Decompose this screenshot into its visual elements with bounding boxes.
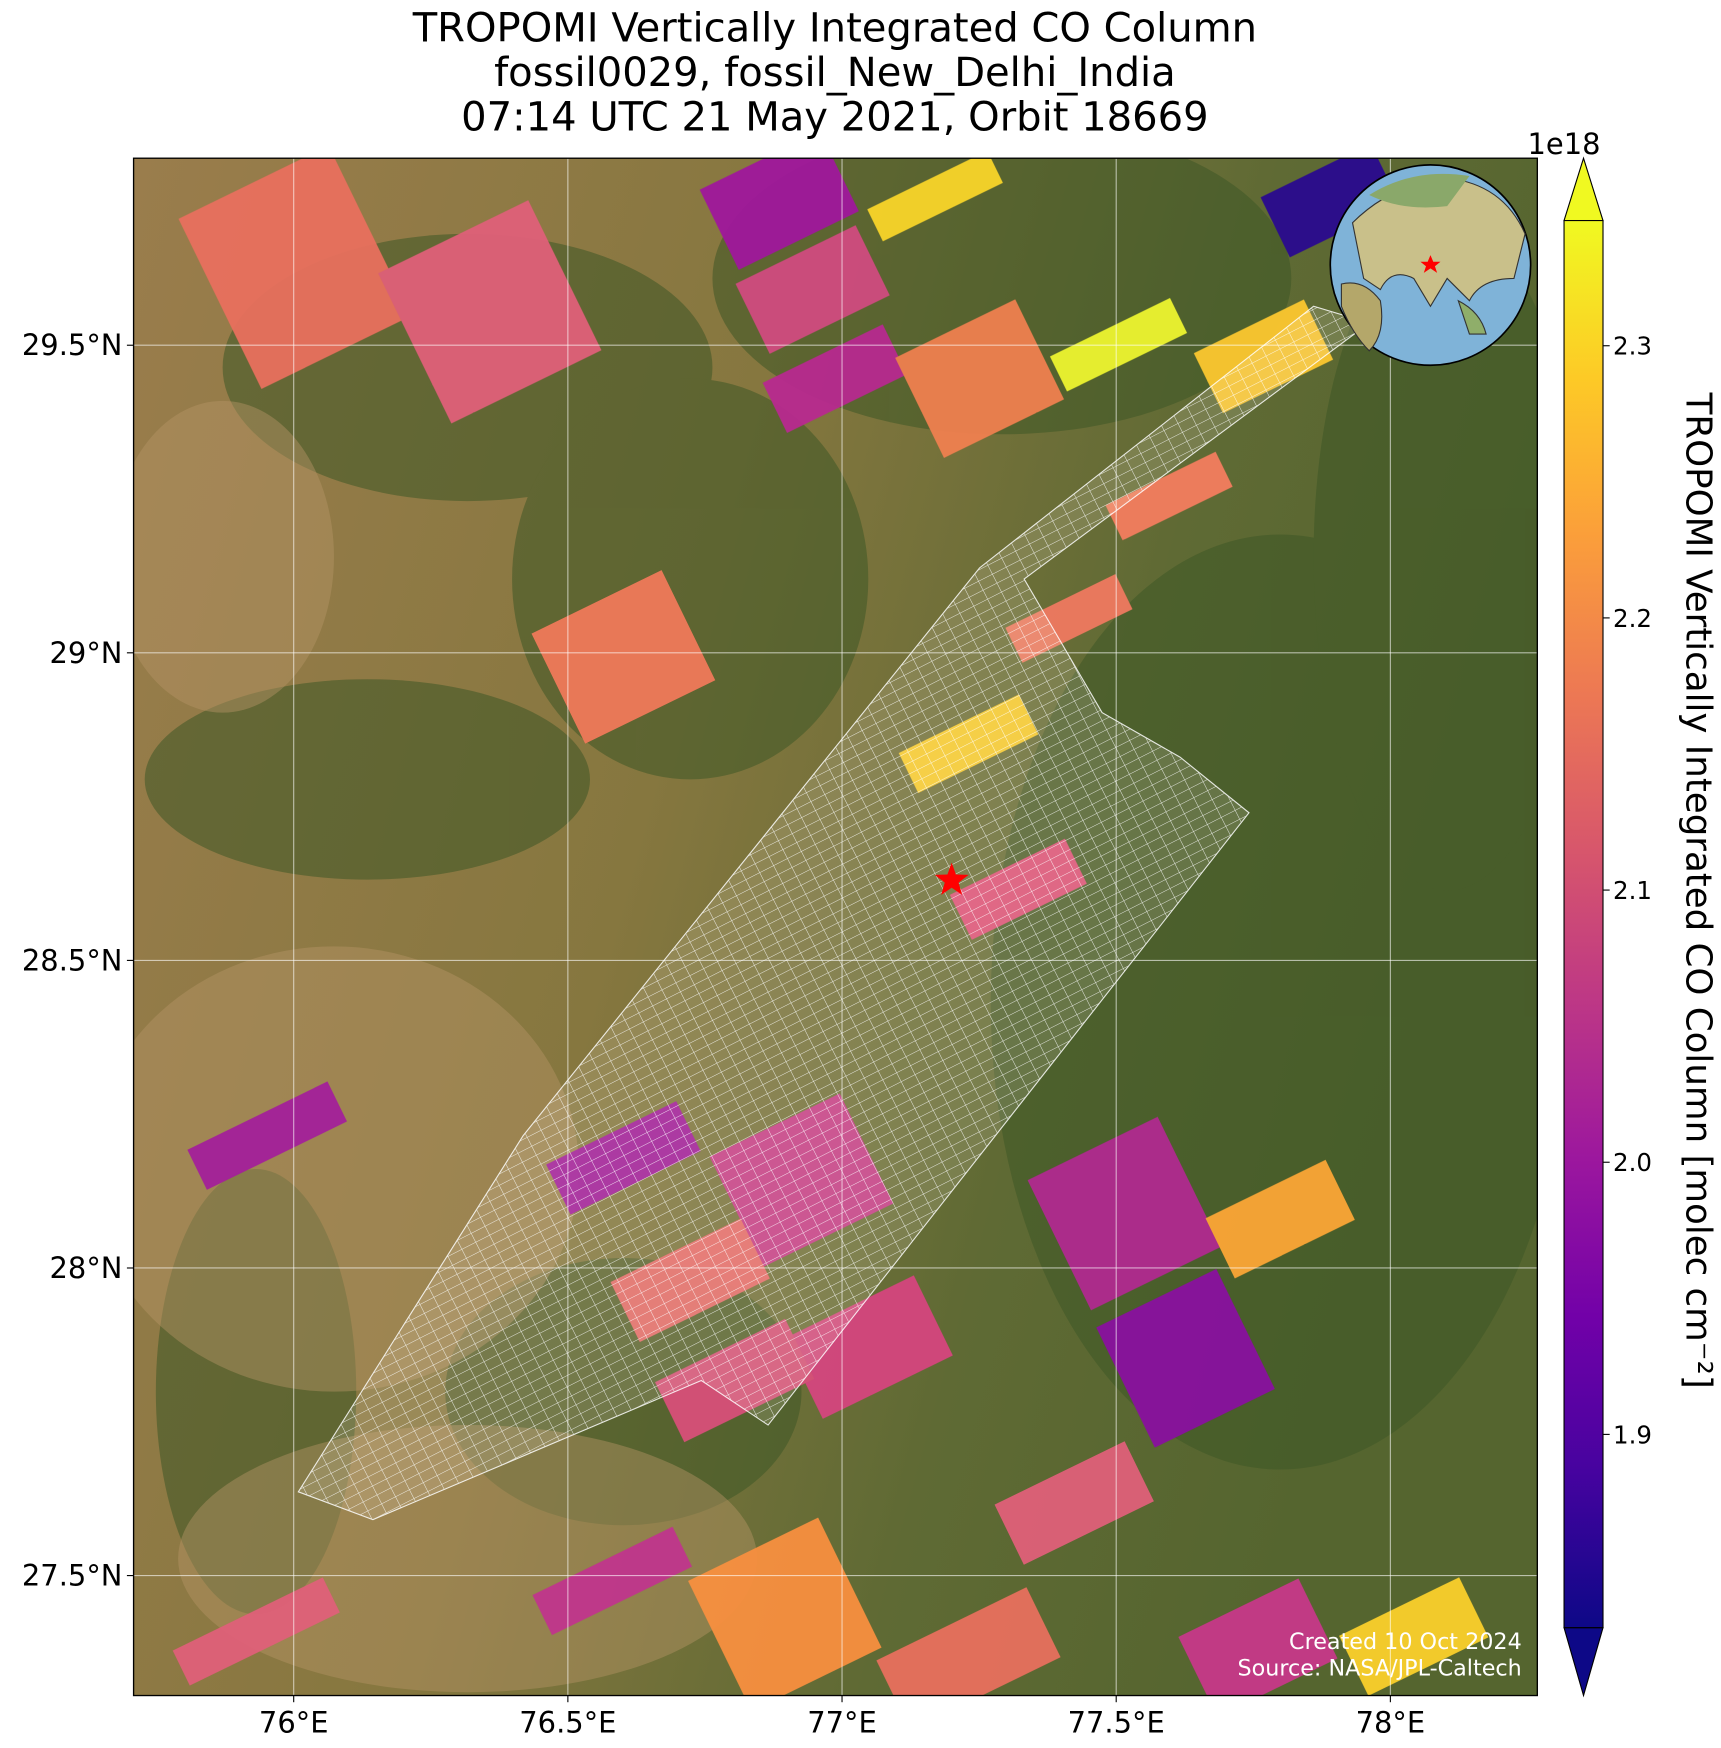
- annotation: Source: NASA/JPL-Caltech: [1238, 1656, 1522, 1682]
- colorbar-tick-label: 1.9: [1613, 1420, 1652, 1449]
- colorbar: 1.9 2.0 2.1 2.2 2.3: [1563, 156, 1652, 1698]
- annotation: Created 10 Oct 2024: [1289, 1629, 1522, 1655]
- title: TROPOMI Vertically Integrated CO Column …: [412, 5, 1257, 140]
- colorbar-extend-max: [1563, 156, 1604, 222]
- y-tick-label: 28°N: [50, 1251, 123, 1285]
- y-tick-label: 28.5°N: [22, 943, 123, 977]
- x-tick-label: 77.5°E: [1068, 1705, 1165, 1739]
- x-tick-label: 76°E: [259, 1705, 329, 1739]
- y-tick-label: 29°N: [50, 636, 123, 670]
- y-tick-label: 29.5°N: [22, 328, 123, 362]
- x-tick-label: 76.5°E: [519, 1705, 616, 1739]
- x-tick-label: 77°E: [807, 1705, 877, 1739]
- globe-inset: [1329, 164, 1532, 367]
- colorbar-body: [1563, 219, 1604, 1629]
- map-frame: [132, 157, 1538, 1697]
- colorbar-tick-label: 2.3: [1613, 332, 1652, 361]
- title-line: 07:14 UTC 21 May 2021, Orbit 18669: [461, 94, 1209, 140]
- colorbar-tick-label: 2.1: [1613, 876, 1652, 905]
- colorbar-extend-min: [1563, 1627, 1604, 1698]
- footprint-grid: [297, 305, 1371, 1521]
- title-line: TROPOMI Vertically Integrated CO Column: [412, 5, 1257, 51]
- colorbar-offset: 1e18: [1528, 127, 1601, 161]
- y-tick-label: 27.5°N: [22, 1559, 123, 1593]
- colorbar-tick-label: 2.2: [1613, 604, 1652, 633]
- site-marker: [934, 862, 969, 895]
- colorbar-tick-label: 2.0: [1613, 1148, 1652, 1177]
- map-image: [133, 158, 1538, 1696]
- colorbar-label: TROPOMI Vertically Integrated CO Column …: [1677, 392, 1718, 1389]
- title-line: fossil0029, fossil_New_Delhi_India: [494, 50, 1176, 96]
- x-tick-label: 78°E: [1356, 1705, 1426, 1739]
